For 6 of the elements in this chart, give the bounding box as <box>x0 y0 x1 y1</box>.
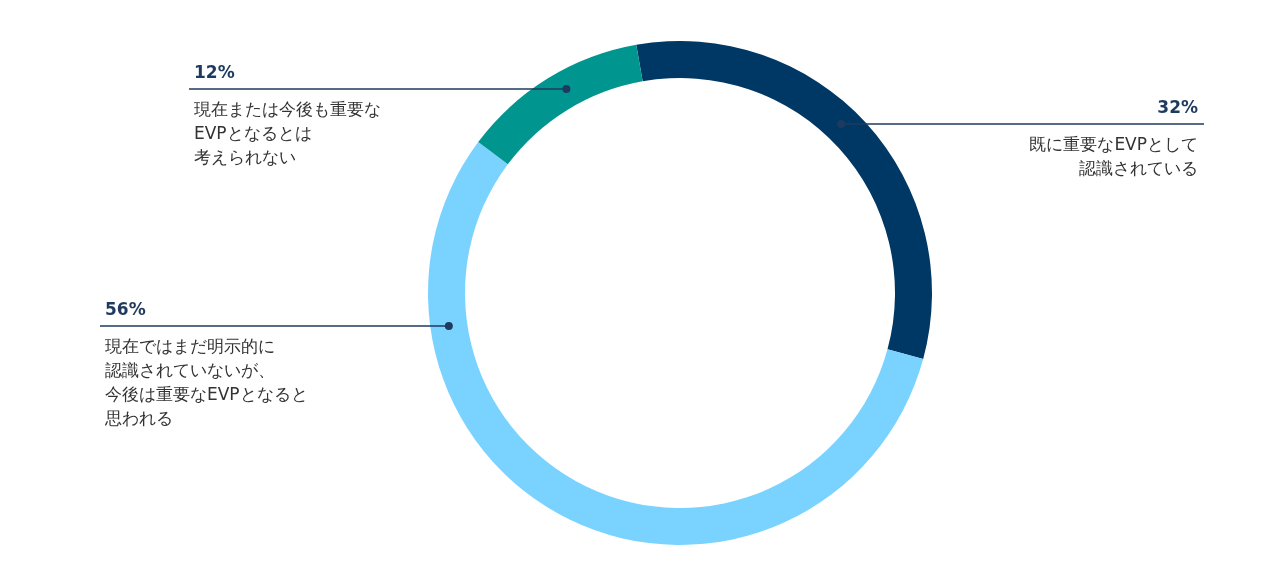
data-label: 12% <box>194 62 235 82</box>
data-label: 32% <box>1157 97 1198 117</box>
slice-label: 現在または今後も重要なEVPとなるとは考えられない <box>194 99 381 167</box>
slice-label: 既に重要なEVPとして認識されている <box>1029 134 1198 178</box>
slice-label: 現在ではまだ明示的に認識されていないが、今後は重要なEVPとなると思われる <box>104 336 308 428</box>
data-label: 56% <box>105 299 146 319</box>
